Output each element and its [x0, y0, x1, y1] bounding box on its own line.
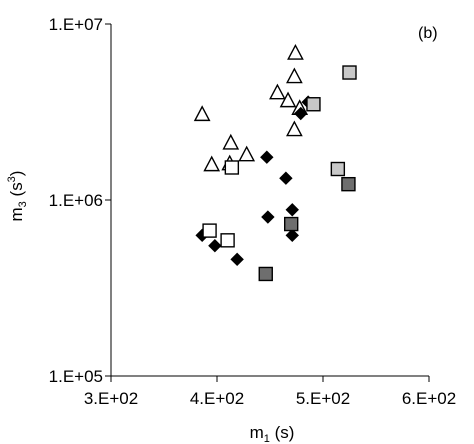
x-axis-title: m1 (s)	[250, 423, 295, 444]
data-point-square-open	[224, 160, 240, 175]
data-point-diamond-filled	[261, 210, 275, 224]
data-point-square-lightgray	[306, 97, 321, 112]
data-point-square-lightgray	[342, 65, 357, 80]
data-point-square-open	[202, 223, 217, 238]
data-point-square-lightgray	[330, 161, 346, 177]
data-point-diamond-filled	[285, 228, 299, 243]
x-ticks: 3.E+02 4.E+02 5.E+02 6.E+02	[84, 376, 456, 408]
data-point-triangle-open	[286, 67, 303, 84]
axes	[110, 24, 429, 377]
x-tick-label: 5.E+02	[296, 389, 350, 408]
y-tick-label: 1.E+06	[49, 191, 103, 210]
data-point-square-darkgray	[284, 216, 299, 232]
data-point-triangle-open	[269, 83, 286, 100]
y-axis-title: m3 (s3)	[6, 171, 29, 222]
y-ticks: 1.E+05 1.E+06 1.E+07	[49, 15, 111, 386]
data-point-diamond-filled	[294, 106, 308, 121]
data-point-triangle-open	[193, 105, 211, 122]
data-point-triangle-open	[286, 120, 303, 137]
data-point-triangle-open	[279, 91, 297, 108]
x-tick-label: 4.E+02	[190, 389, 244, 408]
data-point-diamond-filled	[285, 203, 299, 217]
data-point-square-darkgray	[258, 266, 273, 282]
panel-label: (b)	[418, 25, 438, 42]
data-point-triangle-open	[287, 43, 304, 60]
data-points	[193, 43, 357, 282]
data-point-diamond-filled	[260, 150, 274, 164]
data-point-triangle-open	[238, 145, 256, 162]
x-tick-label: 6.E+02	[402, 389, 456, 408]
data-point-triangle-open	[222, 133, 240, 150]
data-point-square-darkgray	[341, 176, 356, 192]
data-point-diamond-filled	[230, 252, 244, 267]
y-tick-label: 1.E+05	[49, 367, 103, 386]
data-point-square-open	[220, 233, 235, 248]
data-point-diamond-filled	[279, 171, 293, 185]
x-tick-label: 3.E+02	[84, 389, 138, 408]
data-point-diamond-filled	[208, 238, 222, 253]
y-tick-label: 1.E+07	[49, 15, 103, 34]
data-point-triangle-open	[203, 155, 221, 172]
